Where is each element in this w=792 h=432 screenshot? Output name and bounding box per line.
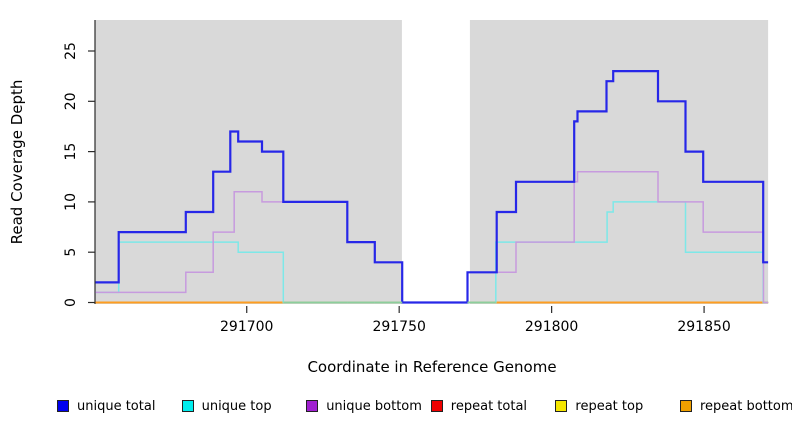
legend-swatch-unique-bottom (306, 400, 319, 412)
legend-swatch-repeat-top (555, 400, 568, 412)
legend-item-unique-top: unique top (181, 396, 272, 416)
x-tick-label: 291850 (677, 319, 730, 335)
legend-label: repeat bottom (700, 398, 792, 414)
legend-swatch-unique-total (57, 400, 69, 412)
legend-label: repeat top (575, 398, 644, 414)
legend-swatch-repeat-bottom (680, 400, 692, 412)
legend-item-unique-total: unique total (57, 396, 155, 416)
coverage-plot: 0 5 10 15 20 25 291700 291750 291800 291850 Read … (8, 20, 769, 376)
y-tick-label: 10 (63, 193, 79, 211)
y-tick-label: 25 (63, 42, 79, 60)
series-unique-total-line (95, 70, 769, 304)
masked-region (401, 20, 470, 304)
x-axis-title: Coordinate in Reference Genome (307, 358, 556, 376)
legend-item-repeat-total: repeat total (430, 396, 528, 416)
legend-label: repeat total (450, 398, 528, 414)
legend-label: unique bottom (326, 398, 422, 414)
legend-item-unique-bottom: unique bottom (306, 396, 422, 416)
legend-item-repeat-top: repeat top (555, 396, 643, 416)
series-lines (95, 70, 769, 304)
y-axis-title: Read Coverage Depth (8, 80, 26, 245)
legend-item-repeat-bottom: repeat bottom (680, 396, 792, 416)
axes: 0 5 10 15 20 25 291700 291750 291800 291850 (63, 20, 731, 335)
legend-swatch-unique-top (181, 400, 194, 412)
y-tick-label: 20 (63, 92, 79, 110)
y-tick-label: 0 (63, 298, 79, 307)
y-tick-label: 5 (63, 248, 79, 257)
x-tick-label: 291750 (372, 319, 425, 335)
x-tick-label: 291700 (220, 319, 273, 335)
legend-swatch-repeat-total (430, 400, 443, 412)
legend-label: unique total (77, 398, 156, 414)
y-tick-label: 15 (63, 143, 79, 161)
legend-label: unique top (201, 398, 272, 414)
plot-panel (95, 20, 769, 304)
x-tick-label: 291800 (525, 319, 578, 335)
